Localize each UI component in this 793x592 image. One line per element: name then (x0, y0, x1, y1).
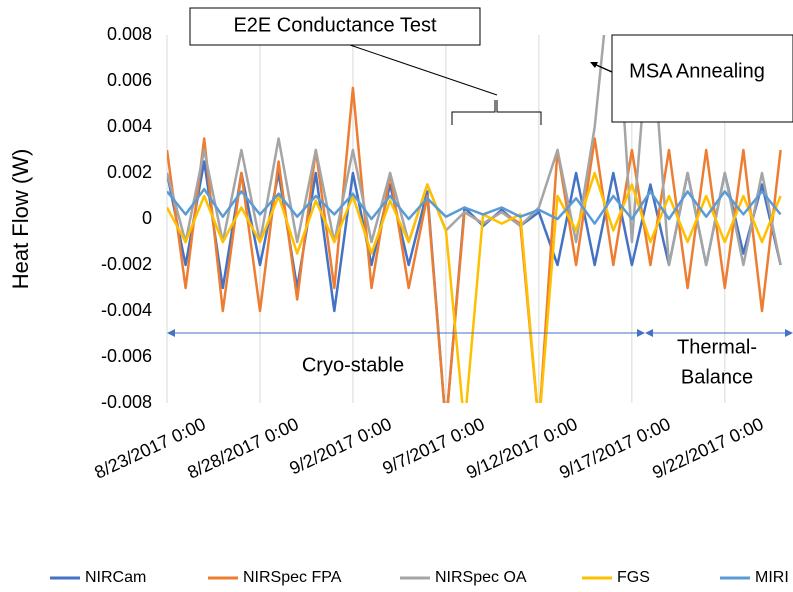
bracket (451, 100, 542, 125)
y-tick-label: -0.002 (101, 254, 152, 274)
annotation: E2E Conductance Test (233, 14, 437, 36)
x-tick-label: 9/2/2017 0:00 (286, 414, 394, 479)
y-tick-label: 0 (142, 208, 152, 228)
series-line (167, 187, 782, 225)
annotations: E2E Conductance Test MSA Annealing Cryo-… (167, 7, 793, 388)
y-tick-label: -0.008 (101, 392, 152, 412)
y-tick-label: 0.006 (107, 70, 152, 90)
legend-label: NIRSpec FPA (243, 569, 342, 586)
callout-arrow (593, 63, 613, 73)
annotation-box (611, 34, 793, 123)
annotation: Cryo-stable (302, 354, 404, 376)
y-tick-label: -0.004 (101, 300, 152, 320)
arrow-head (590, 62, 598, 68)
y-axis-label: Heat Flow (W) (8, 149, 33, 290)
legend-label: MIRI (755, 569, 789, 586)
legend-label: FGS (617, 569, 650, 586)
annotation: Balance (681, 366, 753, 388)
y-tick-label: 0.002 (107, 162, 152, 182)
series-line (167, 171, 782, 403)
legend-label: NIRCam (85, 569, 146, 586)
annotation: MSA Annealing (629, 60, 765, 82)
annotation: Thermal- (677, 336, 757, 358)
legend-label: NIRSpec OA (435, 569, 527, 586)
y-tick-label: -0.006 (101, 346, 152, 366)
plot-area (167, 35, 782, 403)
annotation-box (189, 7, 481, 46)
y-tick-label: 0.008 (107, 24, 152, 44)
callout-line (349, 44, 498, 96)
y-tick-label: 0.004 (107, 116, 152, 136)
